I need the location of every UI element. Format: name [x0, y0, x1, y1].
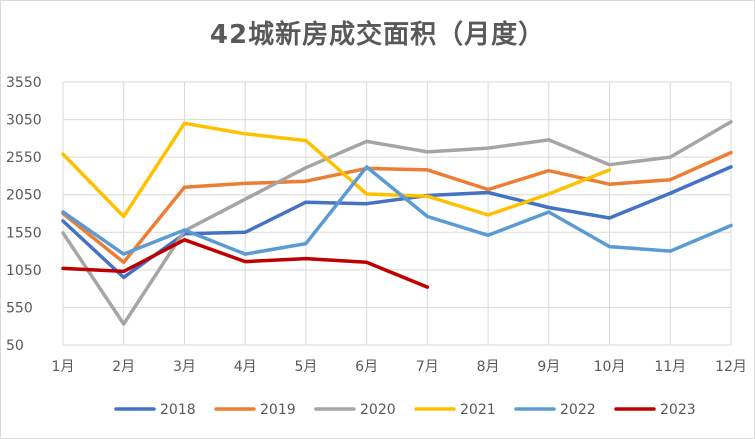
y-tick-label: 1550 [6, 225, 42, 241]
x-tick-label: 11月 [654, 359, 686, 375]
series-line-2023 [61, 238, 430, 289]
y-tick-label: 550 [6, 300, 33, 316]
y-tick-label: 2050 [6, 188, 42, 204]
series-line-2022 [61, 165, 733, 256]
y-tick-label: 50 [6, 338, 24, 354]
legend-label-2018: 2018 [160, 402, 196, 418]
series-line-2019 [61, 150, 733, 265]
x-tick-label: 10月 [594, 359, 626, 375]
x-tick-label: 9月 [537, 359, 560, 375]
x-tick-label: 7月 [416, 359, 439, 375]
legend-label-2023: 2023 [660, 402, 696, 418]
series-line-2021 [61, 121, 612, 219]
x-tick-label: 6月 [355, 359, 378, 375]
x-tick-label: 8月 [477, 359, 500, 375]
x-tick-label: 4月 [234, 359, 257, 375]
x-tick-label: 5月 [294, 359, 317, 375]
legend-label-2020: 2020 [360, 402, 396, 418]
y-tick-label: 3050 [6, 113, 42, 129]
series-line-2020 [61, 120, 733, 326]
y-tick-label: 2550 [6, 150, 42, 166]
y-tick-label: 3550 [6, 75, 42, 91]
y-tick-label: 1050 [6, 263, 42, 279]
legend-label-2022: 2022 [560, 402, 596, 418]
legend-label-2021: 2021 [460, 402, 496, 418]
chart-title: 42城新房成交面积（月度） [209, 20, 546, 50]
legend-label-2019: 2019 [260, 402, 296, 418]
x-tick-label: 3月 [173, 359, 196, 375]
x-tick-label: 12月 [715, 359, 747, 375]
x-tick-label: 2月 [112, 359, 135, 375]
x-tick-label: 1月 [52, 359, 75, 375]
series-line-2018 [61, 165, 733, 280]
